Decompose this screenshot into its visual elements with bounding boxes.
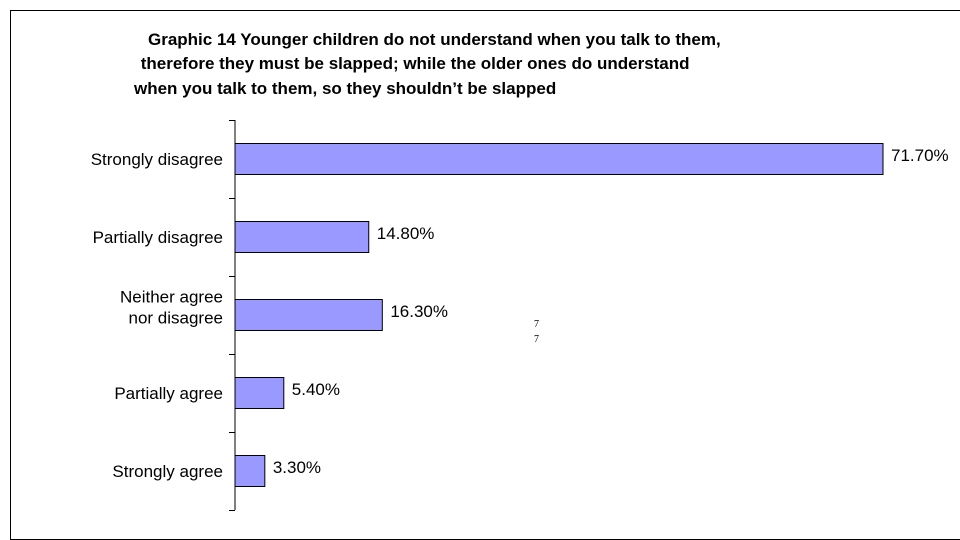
- bar-neither-agree-nor-disagree: [234, 299, 383, 331]
- category-label: Strongly disagree: [91, 150, 223, 169]
- chart-title-line-2: therefore they must be slapped; while th…: [136, 54, 690, 73]
- category-label: nor disagree: [128, 309, 223, 328]
- chart-title-line-3: when you talk to them, so they shouldn’t…: [133, 79, 556, 98]
- stray-marks: 7 7: [534, 319, 539, 345]
- value-labels: 71.70% 14.80% 16.30% 5.40% 3.30%: [273, 146, 949, 477]
- value-label: 5.40%: [292, 380, 340, 399]
- bars: [234, 143, 884, 487]
- category-label: Partially disagree: [93, 228, 223, 247]
- value-label: 14.80%: [377, 224, 435, 243]
- value-label: 16.30%: [390, 302, 448, 321]
- chart-title: Graphic 14 Younger children do not under…: [133, 30, 721, 98]
- bar-partially-disagree: [234, 221, 370, 253]
- bar-strongly-disagree: [234, 143, 884, 175]
- bar-partially-agree: [234, 377, 285, 409]
- chart-title-line-1: Graphic 14 Younger children do not under…: [148, 30, 721, 49]
- stray-mark-2: 7: [534, 334, 539, 345]
- category-label: Partially agree: [114, 384, 223, 403]
- value-label: 71.70%: [891, 146, 949, 165]
- stray-mark-1: 7: [534, 319, 539, 330]
- bar-strongly-agree: [234, 455, 266, 487]
- bar-chart: Graphic 14 Younger children do not under…: [91, 30, 949, 511]
- category-axis: [229, 120, 236, 511]
- category-label: Neither agree: [120, 288, 223, 307]
- category-label: Strongly agree: [112, 462, 223, 481]
- category-labels: Strongly disagree Partially disagree Neith…: [91, 150, 223, 481]
- value-label: 3.30%: [273, 458, 321, 477]
